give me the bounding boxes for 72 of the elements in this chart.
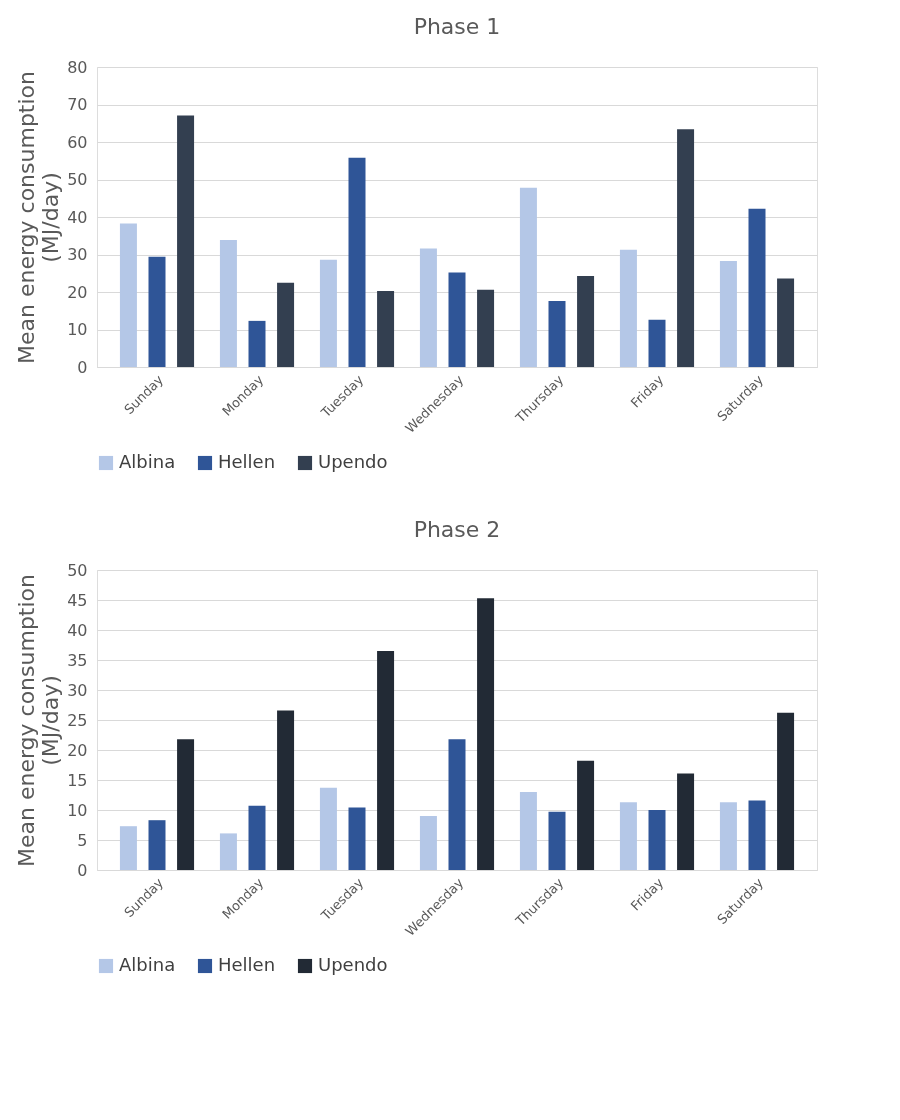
bar <box>577 275 595 367</box>
bar <box>448 272 466 367</box>
bar <box>477 289 495 367</box>
legend-label: Albina <box>119 451 176 472</box>
legend-label: Upendo <box>318 954 388 975</box>
bar <box>348 157 366 367</box>
y-tick-label: 40 <box>67 620 88 640</box>
y-tick-label: 30 <box>67 680 88 700</box>
bar <box>348 807 366 870</box>
bar <box>319 259 337 367</box>
bar <box>219 833 237 870</box>
bar <box>477 598 495 870</box>
legend-label: Hellen <box>218 954 276 975</box>
y-tick-label: 80 <box>67 57 88 77</box>
y-tick-label: 20 <box>67 282 88 302</box>
y-tick-label: 35 <box>67 650 88 670</box>
y-tick-label: 50 <box>67 560 88 580</box>
y-tick-label: 10 <box>67 800 88 820</box>
bar <box>319 787 337 870</box>
y-tick-label: 5 <box>77 830 88 850</box>
y-tick-label: 0 <box>77 860 88 880</box>
bar <box>519 187 537 367</box>
y-tick-label: 70 <box>67 95 88 114</box>
y-tick-label: 50 <box>67 170 88 189</box>
bar <box>577 760 595 870</box>
y-tick-label: 20 <box>67 740 88 760</box>
bar <box>748 208 766 367</box>
bar <box>419 248 437 367</box>
y-tick-label: 10 <box>67 320 88 339</box>
bar <box>619 249 637 367</box>
bar <box>248 320 266 367</box>
bar <box>519 792 537 870</box>
y-tick-label: 30 <box>67 245 88 264</box>
y-tick-label: 25 <box>67 710 88 730</box>
bar <box>177 115 195 367</box>
bar <box>448 739 466 870</box>
bar <box>419 816 437 870</box>
chart-title: Phase 1 <box>413 14 501 39</box>
bar <box>648 319 666 367</box>
y-axis-title: Mean energy consumption (MJ/day) <box>14 70 64 365</box>
bar <box>619 802 637 870</box>
bar <box>219 239 237 367</box>
legend-label: Upendo <box>318 451 388 472</box>
bar <box>148 256 166 367</box>
bar <box>677 129 695 367</box>
bar <box>177 739 195 870</box>
bar <box>248 805 266 870</box>
bar <box>377 651 395 870</box>
bar <box>277 710 295 870</box>
bar <box>119 223 137 367</box>
y-tick-label: 40 <box>67 207 88 227</box>
bar <box>119 826 137 870</box>
bar <box>719 802 737 870</box>
legend-label: Albina <box>119 954 176 975</box>
bar <box>548 811 566 870</box>
bar <box>719 260 737 367</box>
bar <box>777 278 795 367</box>
bar <box>277 282 295 367</box>
legend-label: Hellen <box>218 451 276 472</box>
bar <box>648 810 666 870</box>
y-tick-label: 0 <box>77 357 88 377</box>
y-tick-label: 15 <box>67 770 88 790</box>
y-tick-label: 45 <box>67 590 88 610</box>
chart-title: Phase 2 <box>413 517 501 542</box>
bar <box>548 301 566 367</box>
bar <box>777 712 795 870</box>
y-axis-title: Mean energy consumption (MJ/day) <box>14 573 64 868</box>
bar <box>677 773 695 870</box>
bar <box>748 800 766 870</box>
bar <box>148 820 166 870</box>
y-tick-label: 60 <box>67 132 88 152</box>
bar <box>377 290 395 367</box>
